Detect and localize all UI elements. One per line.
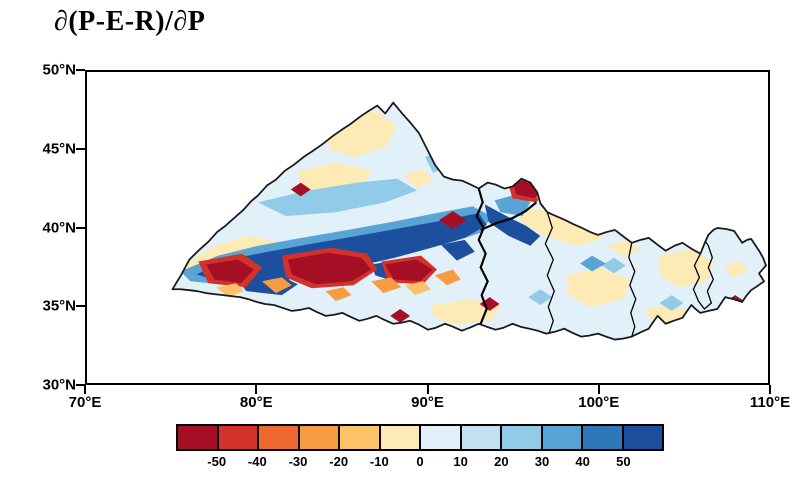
colorbar-tick-label: 20	[494, 454, 509, 469]
chart-title: ∂(P-E-R)/∂P	[54, 6, 206, 37]
y-tick-label: 35°N	[42, 297, 76, 315]
x-tick-mark	[769, 385, 771, 394]
y-tick-label: 30°N	[42, 376, 76, 394]
y-tick-mark	[76, 384, 85, 386]
map-svg	[171, 101, 767, 341]
colorbar-cell	[299, 426, 340, 449]
colorbar-tick-label: 0	[416, 454, 424, 469]
y-tick-label: 50°N	[42, 61, 76, 79]
colorbar-cell	[259, 426, 300, 449]
plot-area	[85, 70, 770, 385]
colorbar-cell	[623, 426, 662, 449]
y-tick-label: 45°N	[42, 140, 76, 158]
basin-boundaries	[475, 188, 715, 337]
x-tick-label: 110°E	[749, 394, 791, 411]
x-tick-label: 100°E	[578, 394, 620, 411]
colorbar-cell	[461, 426, 502, 449]
x-tick-label: 90°E	[411, 394, 444, 411]
colorbar-tick-label: 50	[616, 454, 631, 469]
colorbar-cell	[178, 426, 219, 449]
y-tick-label: 40°N	[42, 219, 76, 236]
colorbar-cell	[218, 426, 259, 449]
colorbar-cell	[542, 426, 583, 449]
colorbar-cell	[502, 426, 543, 449]
y-tick-mark	[76, 226, 85, 229]
y-tick-mark	[76, 69, 85, 71]
colorbar	[176, 424, 664, 451]
colorbar-tick-label: -30	[288, 454, 308, 469]
x-tick-mark	[84, 385, 86, 394]
colorbar-labels: -50 -40 -30 -20 -10 0 10 20 30 40 50	[176, 454, 664, 472]
colorbar-tick-label: -10	[369, 454, 389, 469]
x-tick-mark	[255, 385, 258, 394]
y-tick-mark	[76, 147, 85, 150]
x-tick-mark	[597, 385, 600, 394]
region-outline	[171, 101, 767, 341]
colorbar-cell	[380, 426, 421, 449]
colorbar-cell	[421, 426, 462, 449]
colorbar-tick-label: 40	[575, 454, 590, 469]
x-tick-label: 80°E	[239, 394, 273, 411]
colorbar-tick-label: -50	[207, 454, 227, 469]
x-tick-label: 70°E	[68, 394, 102, 411]
colorbar-tick-label: 10	[453, 454, 468, 469]
x-tick-mark	[426, 385, 429, 394]
y-tick-mark	[76, 305, 85, 308]
colorbar-tick-label: -20	[329, 454, 349, 469]
colorbar-tick-label: 30	[534, 454, 550, 469]
colorbar-cell	[340, 426, 381, 449]
colorbar-tick-label: -40	[247, 454, 267, 469]
colorbar-cell	[583, 426, 624, 449]
